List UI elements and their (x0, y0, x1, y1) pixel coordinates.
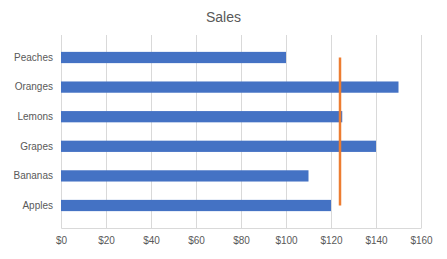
y-axis-line (61, 36, 62, 229)
x-tick-label: $80 (233, 235, 250, 246)
y-tick: Bananas (14, 170, 61, 181)
x-tick: $120 (320, 228, 343, 246)
line (339, 57, 342, 205)
x-tick: $80 (233, 228, 250, 246)
grid-line (331, 35, 332, 228)
x-tick: $20 (98, 228, 115, 246)
bar (61, 52, 286, 63)
title: Sales (206, 9, 241, 25)
x-tick-label: $0 (56, 235, 68, 246)
y-tick: Lemons (17, 111, 61, 122)
x-axis-line (62, 228, 422, 229)
y-tick-label: Lemons (17, 111, 53, 122)
grid-line (241, 35, 242, 228)
x-tick-label: $40 (143, 235, 160, 246)
x-tick: $100 (275, 228, 298, 246)
bar (61, 111, 342, 122)
grid-line (196, 35, 197, 228)
x-tick: $60 (188, 228, 205, 246)
bar-series (61, 52, 399, 211)
grid-line (106, 35, 107, 228)
y-tick: Peaches (14, 52, 61, 63)
y-tick-label: Oranges (15, 81, 53, 92)
x-tick: $40 (143, 228, 160, 246)
bar (61, 200, 331, 211)
x-tick-label: $160 (410, 235, 433, 246)
bar (61, 81, 399, 92)
x-tick-label: $120 (320, 235, 343, 246)
x-tick: $0 (56, 228, 68, 246)
y-tick: Grapes (20, 141, 61, 152)
y-tick: Apples (22, 200, 61, 211)
x-tick-label: $60 (188, 235, 205, 246)
x-tick: $140 (365, 228, 388, 246)
y-axis: Apples Bananas Grapes Lemons Oranges Peaches (14, 36, 62, 229)
grid-line (376, 35, 377, 228)
grid-line (151, 35, 152, 228)
y-tick-label: Peaches (14, 52, 53, 63)
grid-line (61, 35, 62, 228)
grid-line (421, 35, 422, 228)
x-tick: $160 (410, 228, 433, 246)
chart: Sales $0 $20 $40 $60 $80 $100 $120 $140 $160 Apple… (0, 0, 447, 259)
x-axis: $0 $20 $40 $60 $80 $100 $120 $140 $160 (56, 228, 433, 246)
plot: $0 $20 $40 $60 $80 $100 $120 $140 $160 Apples Bana… (14, 35, 434, 246)
y-tick-label: Bananas (14, 170, 53, 181)
x-tick-label: $100 (275, 235, 298, 246)
x-tick-label: $20 (98, 235, 115, 246)
bar (61, 170, 309, 181)
y-tick-label: Apples (22, 200, 53, 211)
y-tick-label: Grapes (20, 141, 53, 152)
grid-line (286, 35, 287, 228)
y-tick: Oranges (15, 81, 61, 92)
marks (61, 52, 399, 211)
grid (61, 35, 421, 228)
bar (61, 141, 376, 152)
x-tick-label: $140 (365, 235, 388, 246)
